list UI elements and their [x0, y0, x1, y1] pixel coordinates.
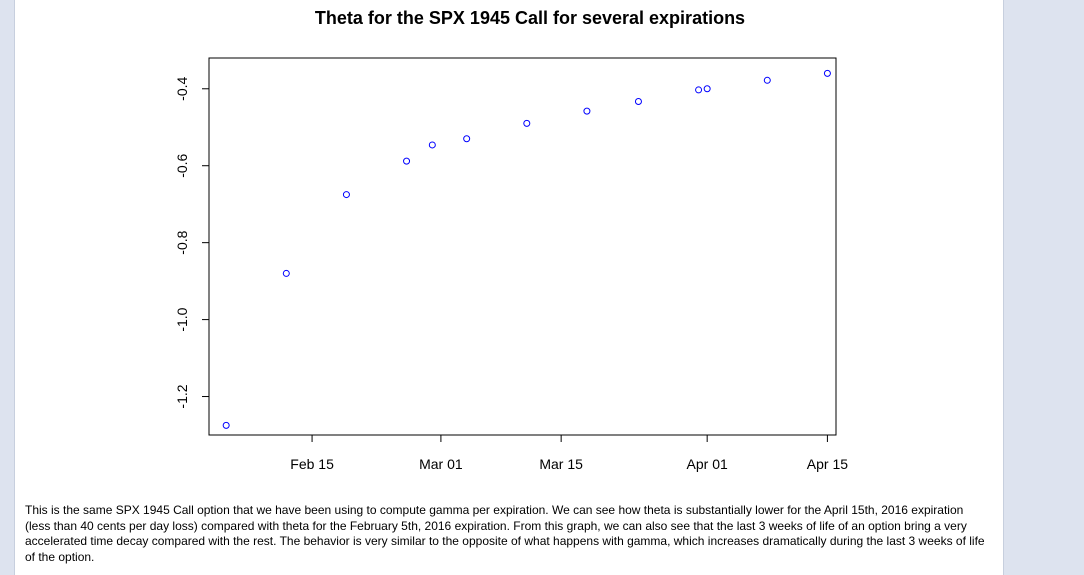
data-point: [763, 76, 771, 84]
data-point: [523, 119, 531, 127]
plot-frame: [208, 57, 837, 436]
chart-title: Theta for the SPX 1945 Call for several …: [314, 8, 746, 28]
x-tick-label: Mar 15: [539, 456, 583, 472]
theta-chart: Theta for the SPX 1945 Call for several …: [15, 0, 1003, 480]
x-tick-label: Feb 15: [290, 456, 334, 472]
x-tick-label: Apr 01: [687, 456, 728, 472]
y-tick-label: -0.8: [174, 230, 190, 254]
data-point: [695, 86, 703, 94]
page-content-panel: Theta for the SPX 1945 Call for several …: [14, 0, 1004, 575]
data-point: [583, 107, 591, 115]
data-point: [428, 141, 436, 149]
y-tick-label: -1.2: [174, 384, 190, 408]
data-point: [403, 157, 411, 165]
chart-plot-svg: Feb 15 Mar 01 Mar 15 Apr 01 Apr 15 -1.2 -1.0 -0…: [174, 57, 848, 472]
data-point: [463, 135, 471, 143]
x-tick-label: Mar 01: [419, 456, 463, 472]
chart-caption: This is the same SPX 1945 Call option th…: [25, 503, 985, 564]
y-tick-label: -0.4: [174, 77, 190, 101]
y-tick-label: -0.6: [174, 153, 190, 177]
y-tick-label: -1.0: [174, 307, 190, 331]
data-point: [634, 97, 642, 105]
data-point: [703, 85, 711, 93]
data-point: [282, 269, 290, 277]
data-point: [342, 191, 350, 199]
data-point: [222, 421, 230, 429]
data-point: [823, 69, 831, 77]
x-tick-label: Apr 15: [807, 456, 848, 472]
